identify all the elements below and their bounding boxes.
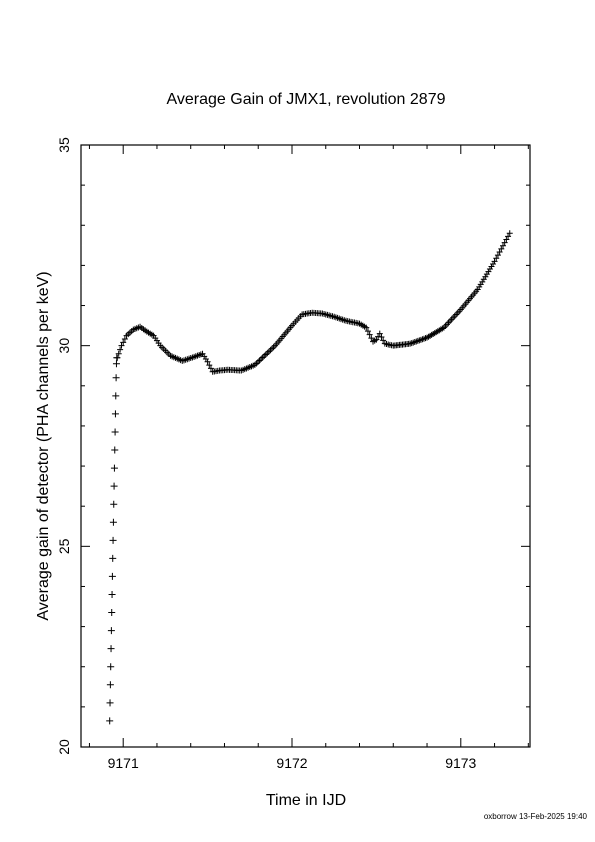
data-point — [503, 236, 510, 243]
data-point — [112, 374, 120, 382]
data-point — [254, 358, 261, 365]
data-point — [111, 428, 119, 436]
data-point — [506, 230, 513, 237]
data-point — [499, 242, 506, 249]
plot-frame — [80, 144, 531, 748]
data-point — [106, 717, 114, 725]
data-point — [259, 354, 266, 361]
data-point — [120, 339, 127, 346]
data-point — [121, 335, 128, 342]
data-point — [496, 249, 503, 256]
data-point — [261, 353, 268, 360]
data-point — [118, 342, 125, 349]
data-point — [493, 255, 500, 262]
y-tick-label: 20 — [56, 739, 72, 755]
chart-title: Average Gain of JMX1, revolution 2879 — [167, 91, 446, 108]
data-point — [256, 357, 263, 364]
data-point — [107, 663, 115, 671]
data-point — [262, 351, 269, 358]
data-point — [368, 335, 375, 342]
y-tick-label: 30 — [56, 338, 72, 354]
data-point — [110, 500, 118, 508]
data-point — [207, 365, 214, 372]
tick-labels: 20 25 30 35 9171 9172 9173 — [56, 137, 477, 771]
data-point — [204, 358, 211, 365]
data-point — [206, 362, 213, 369]
data-points — [106, 230, 513, 725]
data-point — [111, 410, 119, 418]
data-point — [501, 239, 508, 246]
data-point — [114, 354, 121, 361]
data-point — [106, 681, 114, 689]
data-point — [498, 245, 505, 252]
data-point — [270, 344, 277, 351]
data-point — [109, 518, 117, 526]
y-axis-label: Average gain of detector (PHA channels p… — [35, 271, 52, 620]
data-point — [107, 627, 115, 635]
data-point — [366, 331, 373, 338]
data-point — [269, 345, 275, 352]
data-point — [373, 336, 380, 343]
axis-ticks — [81, 145, 530, 747]
data-point — [112, 360, 120, 368]
data-point — [378, 333, 385, 340]
data-point — [106, 699, 114, 707]
data-point — [109, 536, 117, 544]
data-point — [364, 328, 371, 335]
x-tick-label: 9171 — [108, 755, 139, 771]
data-point — [258, 356, 265, 363]
data-point — [110, 482, 118, 490]
data-point — [110, 464, 118, 472]
data-point — [109, 554, 117, 562]
x-tick-label: 9172 — [276, 755, 307, 771]
data-point — [108, 590, 116, 598]
footer-stamp: oxborrow 13-Feb-2025 19:40 — [484, 812, 588, 821]
x-tick-label: 9173 — [445, 755, 476, 771]
data-point — [117, 346, 124, 353]
data-point — [363, 324, 370, 331]
data-point — [111, 446, 119, 454]
data-point — [264, 350, 271, 357]
data-point — [267, 347, 274, 354]
data-point — [112, 392, 120, 400]
data-point — [115, 350, 122, 357]
y-tick-label: 35 — [56, 137, 72, 153]
data-point — [265, 348, 272, 355]
data-point — [505, 233, 512, 240]
data-point — [494, 252, 501, 259]
y-tick-label: 25 — [56, 538, 72, 554]
data-point — [376, 330, 383, 337]
data-point — [491, 258, 498, 265]
data-point — [380, 337, 387, 344]
data-point — [108, 572, 116, 580]
x-axis-label: Time in IJD — [266, 792, 346, 809]
data-point — [108, 609, 116, 617]
data-point — [107, 645, 115, 653]
